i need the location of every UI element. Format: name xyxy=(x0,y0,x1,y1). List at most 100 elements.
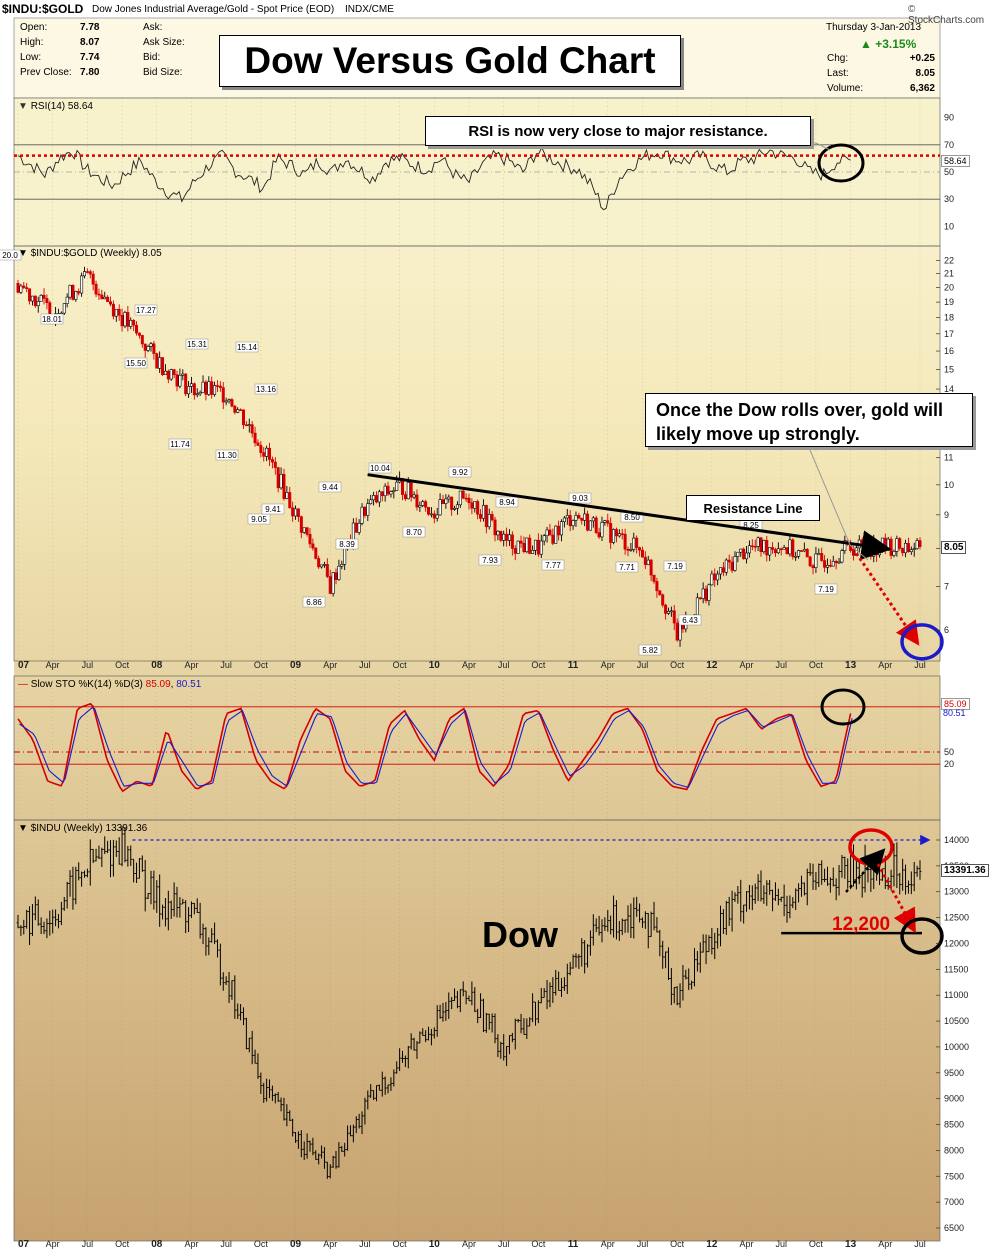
ratio-point-label-bg xyxy=(124,357,148,369)
dow-up-arrow xyxy=(845,848,886,893)
ratio-candle-body xyxy=(889,538,893,556)
ratio-candle-body xyxy=(785,547,789,555)
ratio-candle-body xyxy=(499,530,503,541)
ratio-point-label-bg xyxy=(134,304,158,316)
x-tick-label: 10 xyxy=(429,660,441,671)
x-tick-label: 08 xyxy=(151,660,163,671)
ratio-tick-label: 10 xyxy=(944,480,954,490)
ratio-callout-pointer xyxy=(809,449,869,561)
ratio-candle-body xyxy=(354,522,358,533)
ratio-candle-body xyxy=(788,539,792,555)
ratio-candle-body xyxy=(805,549,809,558)
ratio-candle-body xyxy=(334,572,338,580)
ratio-candle-body xyxy=(554,525,558,544)
ratio-candle-body xyxy=(126,312,130,327)
x-tick-label: Jul xyxy=(914,660,926,670)
ratio-candle-body xyxy=(551,534,555,544)
ratio-candle-body xyxy=(22,285,26,288)
ratio-candle-body xyxy=(374,495,378,503)
ratio-candle-body xyxy=(143,343,147,351)
ratio-candle-body xyxy=(904,543,908,554)
x-tick-label: Jul xyxy=(637,660,649,670)
ratio-candle-body xyxy=(250,424,254,434)
ratio-point-label-bg xyxy=(638,644,662,656)
ratio-candle-body xyxy=(505,533,509,541)
ratio-candle-body xyxy=(166,370,170,380)
ratio-candle-body xyxy=(771,547,775,550)
x-tick-label: Oct xyxy=(531,1239,546,1249)
rsi-annotation: RSI is now very close to major resistanc… xyxy=(425,116,811,146)
dow-panel xyxy=(13,819,941,1242)
ratio-candle-body xyxy=(106,296,110,302)
ratio-candle-body xyxy=(609,523,613,543)
ratio-candle-body xyxy=(548,529,552,536)
ratio-candle-body xyxy=(626,548,630,551)
ratio-candle-body xyxy=(74,291,78,300)
ratio-point-label-bg xyxy=(168,438,192,450)
ratio-candle-body xyxy=(415,494,419,508)
ratio-candle-body xyxy=(314,547,318,559)
ratio-candle-body xyxy=(765,540,769,556)
rsi-legend-swatch: ▼ xyxy=(18,101,28,112)
ratio-tick-label: 14 xyxy=(944,384,954,394)
ratio-candle-body xyxy=(418,505,422,508)
ratio-candle-body xyxy=(311,543,315,549)
ratio-candle-body xyxy=(909,549,913,553)
ratio-candle-body xyxy=(571,520,575,527)
ratio-candle-body xyxy=(727,559,731,563)
watermark: © StockCharts.com xyxy=(908,4,985,26)
ratio-candle-body xyxy=(669,610,673,613)
ratio-candle-body xyxy=(270,459,274,463)
quote-label: Open: xyxy=(20,22,48,33)
ratio-candle-body xyxy=(259,445,263,453)
ratio-candle-body xyxy=(791,539,795,557)
ratio-point-label-bg xyxy=(215,449,239,461)
ratio-candle-body xyxy=(762,540,766,553)
ratio-candle-body xyxy=(163,370,167,375)
ratio-candle-body xyxy=(30,295,34,302)
ratio-candle-body xyxy=(493,519,497,536)
sto-d-tag: 80.51 xyxy=(943,708,966,718)
quote-value: 7.74 xyxy=(80,52,100,63)
ratio-point-label: 15.50 xyxy=(126,359,147,368)
ratio-candle-body xyxy=(450,496,454,510)
x-tick-label: 12 xyxy=(706,660,718,671)
ratio-candle-body xyxy=(291,507,295,517)
ratio-candle-body xyxy=(629,549,633,551)
ratio-candle-body xyxy=(276,467,280,489)
ratio-candle-body xyxy=(140,335,144,345)
ratio-candle-body xyxy=(175,374,179,387)
ratio-candle-body xyxy=(256,442,260,446)
ratio-candle-body xyxy=(279,473,283,489)
ratio-candle-body xyxy=(536,539,540,555)
ratio-candle-body xyxy=(620,533,624,535)
ratio-point-label: 17.27 xyxy=(136,306,157,315)
ratio-candle-body xyxy=(756,537,760,547)
ratio-candle-body xyxy=(372,495,376,501)
ratio-candle-body xyxy=(432,513,436,519)
ratio-candle-body xyxy=(719,567,723,575)
ratio-candle-body xyxy=(421,501,425,506)
ratio-candle-body xyxy=(658,590,662,596)
big-title-box: Dow Versus Gold Chart xyxy=(219,35,681,87)
ratio-candle-body xyxy=(146,346,150,351)
ratio-candle-body xyxy=(230,399,234,407)
ratio-candle-body xyxy=(221,387,225,403)
ratio-candle-body xyxy=(195,393,199,396)
ratio-candle-body xyxy=(557,525,561,536)
ratio-candle-body xyxy=(201,381,205,393)
quote-row: Last: 8.05 xyxy=(827,68,935,79)
exchange-label: INDX/CME xyxy=(345,4,394,15)
ratio-candle-body xyxy=(649,559,653,576)
ratio-candle-body xyxy=(918,540,922,547)
ratio-candle-body xyxy=(204,381,208,395)
sto-tick-label: 50 xyxy=(944,747,954,757)
ratio-point-label-bg xyxy=(495,496,519,508)
x-tick-label: Apr xyxy=(184,1239,198,1249)
ratio-candle-body xyxy=(481,505,485,519)
ratio-point-label: 7.93 xyxy=(482,556,498,565)
ratio-candle-body xyxy=(643,556,647,565)
sto-d-line xyxy=(19,707,853,789)
ratio-candle-body xyxy=(187,386,191,395)
ratio-point-label: 10.04 xyxy=(370,464,391,473)
